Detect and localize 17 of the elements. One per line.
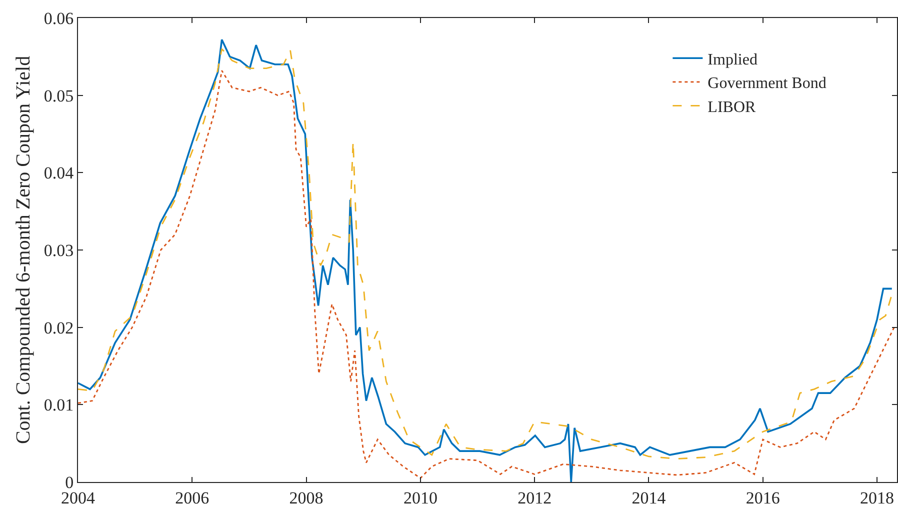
x-tick-label: 2016 bbox=[746, 488, 780, 508]
x-tick-label: 2018 bbox=[860, 488, 894, 508]
legend-label: Government Bond bbox=[708, 75, 826, 92]
y-tick-label: 0.06 bbox=[44, 8, 74, 28]
x-tick-label: 2010 bbox=[403, 488, 438, 508]
x-tick-label: 2012 bbox=[518, 488, 552, 508]
x-tick-label: 2014 bbox=[632, 488, 666, 508]
legend-label: LIBOR bbox=[708, 98, 756, 116]
legend-label: Implied bbox=[708, 51, 758, 68]
y-tick-label: 0.03 bbox=[44, 240, 74, 260]
x-tick-label: 2006 bbox=[175, 488, 210, 508]
x-tick-label: 2008 bbox=[289, 488, 324, 508]
y-tick-label: 0.05 bbox=[44, 86, 74, 106]
y-tick-label: 0.04 bbox=[44, 164, 74, 183]
y-axis-title: Cont. Compounded 6-month Zero Coupon Yield bbox=[12, 56, 34, 444]
y-tick-label: 0.01 bbox=[44, 396, 74, 415]
y-tick-label: 0.02 bbox=[44, 318, 74, 338]
